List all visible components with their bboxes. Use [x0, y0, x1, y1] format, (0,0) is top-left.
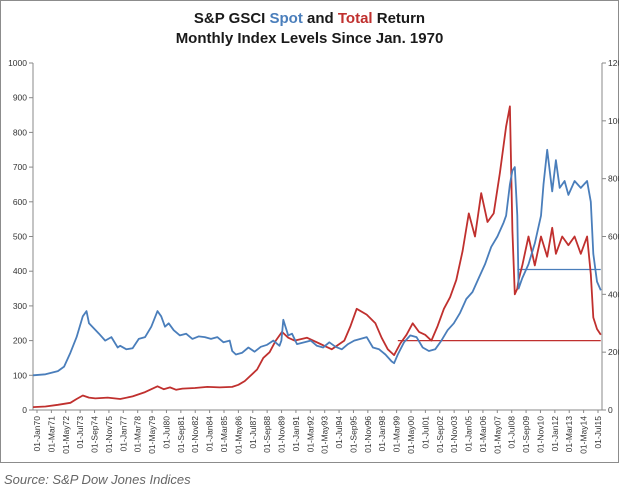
x-axis-ticks: 01-Jan70 01-Mar71 01-May72 01-Jul73 01-Sep74… — [32, 410, 603, 454]
title-prefix: S&P GSCI — [193, 10, 270, 27]
x-tick-label: 01-Nov10 — [535, 416, 545, 453]
x-tick-label: 01-May93 — [320, 416, 330, 454]
title-spot: Spot — [269, 10, 303, 27]
x-tick-label: 01-Sep09 — [521, 416, 531, 453]
x-tick-label: 01-Mar06 — [478, 416, 488, 453]
x-tick-label: 01-Jul08 — [507, 416, 517, 449]
x-tick-label: 01-Sep02 — [435, 416, 445, 453]
x-tick-label: 01-Nov75 — [104, 416, 114, 453]
chart-title: S&P GSCI Spot and Total Return Monthly I… — [0, 9, 619, 49]
x-tick-label: 01-Mar99 — [392, 416, 402, 453]
x-tick-label: 01-Nov96 — [363, 416, 373, 453]
x-tick-label: 01-Jul87 — [248, 416, 258, 449]
x-tick-label: 01-Jan84 — [205, 416, 215, 452]
right-tick-label: 6000 — [608, 232, 619, 242]
x-tick-label: 01-Nov03 — [449, 416, 459, 453]
left-tick-label: 700 — [13, 162, 27, 172]
x-tick-label: 01-Jan12 — [550, 416, 560, 452]
title-line-1: S&P GSCI Spot and Total Return — [0, 9, 619, 29]
x-tick-label: 01-Jul94 — [334, 416, 344, 449]
x-tick-label: 01-May72 — [61, 416, 71, 454]
series-lines — [32, 105, 602, 408]
source-note: Source: S&P Dow Jones Indices — [4, 472, 191, 487]
x-tick-label: 01-May07 — [492, 416, 502, 454]
left-tick-label: 900 — [13, 93, 27, 103]
x-tick-label: 01-Mar92 — [305, 416, 315, 453]
left-tick-label: 1000 — [8, 58, 27, 68]
x-tick-label: 01-Jan05 — [464, 416, 474, 452]
x-tick-label: 01-Jul80 — [161, 416, 171, 449]
series-line-spot — [32, 148, 602, 377]
x-tick-label: 01-May00 — [406, 416, 416, 454]
left-tick-label: 0 — [22, 405, 27, 415]
chart-svg: 0 100 200 300 400 500 600 700 800 900 1000 0 2000 40… — [8, 58, 619, 454]
title-and: and — [302, 10, 338, 27]
axes — [32, 63, 603, 411]
x-tick-label: 01-Mar85 — [219, 416, 229, 453]
x-tick-label: 01-Sep74 — [90, 416, 100, 453]
title-total: Total — [337, 10, 373, 27]
left-tick-label: 300 — [13, 301, 27, 311]
series-line-total — [32, 105, 602, 408]
right-tick-label: 4000 — [608, 289, 619, 299]
x-tick-label: 01-Mar71 — [46, 416, 56, 453]
x-tick-label: 01-Nov89 — [277, 416, 287, 453]
right-tick-label: 2000 — [608, 347, 619, 357]
x-tick-label: 01-Jul15 — [593, 416, 603, 449]
x-tick-label: 01-Nov82 — [190, 416, 200, 453]
reference-lines — [397, 268, 601, 342]
x-tick-label: 01-Sep95 — [348, 416, 358, 453]
x-tick-label: 01-Sep88 — [262, 416, 272, 453]
left-axis-ticks: 0 100 200 300 400 500 600 700 800 900 1000 — [8, 58, 33, 415]
x-tick-label: 01-May86 — [233, 416, 243, 454]
right-tick-label: 8000 — [608, 174, 619, 184]
x-tick-label: 01-Mar13 — [564, 416, 574, 453]
x-tick-label: 01-Jan98 — [377, 416, 387, 452]
left-tick-label: 400 — [13, 266, 27, 276]
x-tick-label: 01-Jan91 — [291, 416, 301, 452]
x-tick-label: 01-May14 — [579, 416, 589, 454]
left-tick-label: 200 — [13, 336, 27, 346]
left-tick-label: 600 — [13, 197, 27, 207]
x-tick-label: 01-Sep81 — [176, 416, 186, 453]
left-tick-label: 800 — [13, 127, 27, 137]
left-tick-label: 100 — [13, 370, 27, 380]
x-tick-label: 01-Mar78 — [133, 416, 143, 453]
right-tick-label: 0 — [608, 405, 613, 415]
x-tick-label: 01-May79 — [147, 416, 157, 454]
title-line-2: Monthly Index Levels Since Jan. 1970 — [175, 30, 444, 47]
x-tick-label: 01-Jul73 — [75, 416, 85, 449]
x-tick-label: 01-Jan70 — [32, 416, 42, 452]
chart-frame — [0, 0, 619, 463]
left-tick-label: 500 — [13, 232, 27, 242]
right-tick-label: 12000 — [608, 58, 619, 68]
x-tick-label: 01-Jul01 — [420, 416, 430, 449]
title-suffix: Return — [372, 10, 426, 27]
x-tick-label: 01-Jan77 — [118, 416, 128, 452]
